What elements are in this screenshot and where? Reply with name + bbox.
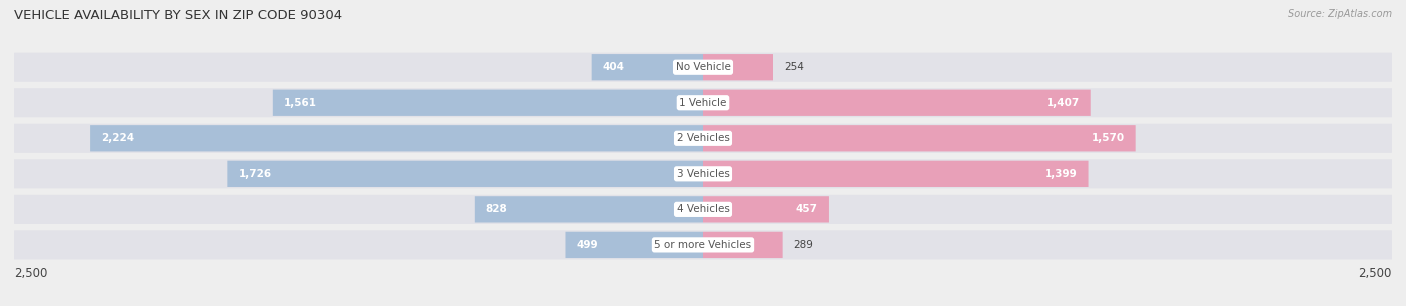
Text: 404: 404 [603,62,624,72]
Text: 2,500: 2,500 [14,267,48,280]
Text: No Vehicle: No Vehicle [675,62,731,72]
Text: 2 Vehicles: 2 Vehicles [676,133,730,143]
FancyBboxPatch shape [703,232,783,258]
FancyBboxPatch shape [475,196,703,222]
Text: 2,224: 2,224 [101,133,134,143]
FancyBboxPatch shape [273,90,703,116]
Text: 2,500: 2,500 [1358,267,1392,280]
FancyBboxPatch shape [14,124,1392,153]
Text: 1 Vehicle: 1 Vehicle [679,98,727,108]
FancyBboxPatch shape [703,196,830,222]
Text: 5 or more Vehicles: 5 or more Vehicles [654,240,752,250]
FancyBboxPatch shape [228,161,703,187]
Text: VEHICLE AVAILABILITY BY SEX IN ZIP CODE 90304: VEHICLE AVAILABILITY BY SEX IN ZIP CODE … [14,9,342,22]
Text: 4 Vehicles: 4 Vehicles [676,204,730,215]
FancyBboxPatch shape [703,161,1088,187]
FancyBboxPatch shape [14,230,1392,259]
Text: Source: ZipAtlas.com: Source: ZipAtlas.com [1288,9,1392,19]
Text: 457: 457 [796,204,818,215]
Text: 1,407: 1,407 [1046,98,1080,108]
FancyBboxPatch shape [703,90,1091,116]
FancyBboxPatch shape [592,54,703,80]
Text: 289: 289 [793,240,814,250]
Text: 1,399: 1,399 [1045,169,1077,179]
FancyBboxPatch shape [703,54,773,80]
FancyBboxPatch shape [14,195,1392,224]
FancyBboxPatch shape [14,88,1392,117]
FancyBboxPatch shape [703,125,1136,151]
Text: 1,726: 1,726 [239,169,271,179]
Text: 499: 499 [576,240,598,250]
FancyBboxPatch shape [14,53,1392,82]
Text: 254: 254 [785,62,804,72]
Text: 3 Vehicles: 3 Vehicles [676,169,730,179]
FancyBboxPatch shape [14,159,1392,188]
Text: 1,570: 1,570 [1091,133,1125,143]
FancyBboxPatch shape [565,232,703,258]
FancyBboxPatch shape [90,125,703,151]
Text: 828: 828 [486,204,508,215]
Text: 1,561: 1,561 [284,98,316,108]
